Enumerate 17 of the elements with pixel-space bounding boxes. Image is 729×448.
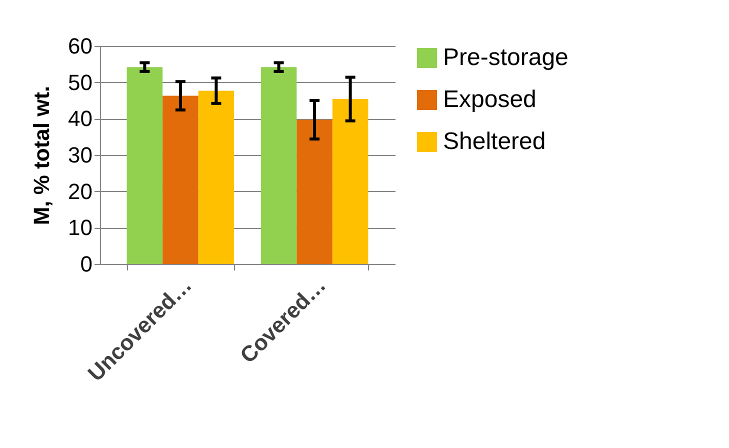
y-tick-label: 20 [68, 178, 92, 204]
y-tick-label: 0 [80, 252, 92, 276]
y-axis-title: M, % total wt. [29, 86, 54, 226]
bar [296, 120, 332, 264]
legend-label: Exposed [443, 86, 536, 113]
legend-label: Pre-storage [443, 44, 568, 71]
bar [260, 67, 297, 264]
y-tick-label: 60 [68, 34, 92, 58]
bar [126, 67, 163, 264]
legend-label: Sheltered [443, 128, 546, 155]
bar [198, 90, 234, 264]
y-tick-label: 40 [68, 106, 92, 132]
y-tick-label: 50 [68, 70, 92, 95]
bar [162, 96, 198, 264]
y-tick-label: 10 [68, 215, 92, 240]
bar [332, 99, 368, 264]
y-tick-label: 30 [68, 142, 92, 168]
